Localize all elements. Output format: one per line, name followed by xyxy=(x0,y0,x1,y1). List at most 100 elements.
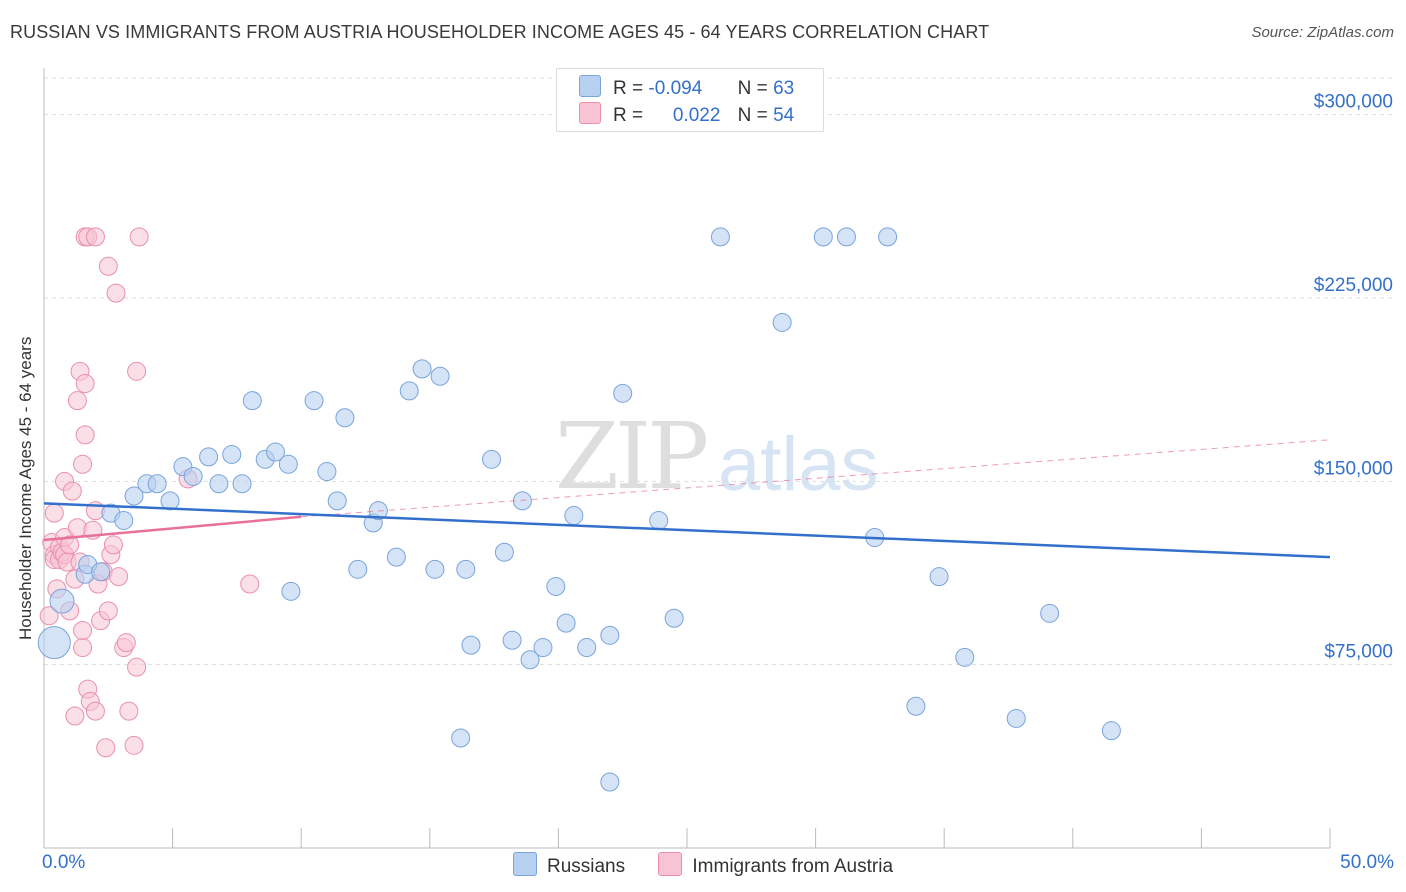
point-austria xyxy=(73,620,93,640)
point-russians xyxy=(836,227,856,247)
legend-swatch-russians xyxy=(512,852,537,876)
trend-austria-extended xyxy=(301,439,1331,518)
point-austria xyxy=(65,706,85,726)
point-russians xyxy=(160,491,180,511)
point-russians xyxy=(412,359,432,379)
y-tick-label: $150,000 xyxy=(1314,458,1393,479)
legend-swatch-austria xyxy=(658,852,683,876)
r-value: 0.022 xyxy=(672,105,721,126)
point-russians xyxy=(278,454,298,474)
point-russians xyxy=(556,613,576,633)
point-russians xyxy=(49,588,75,614)
point-austria xyxy=(127,657,147,677)
point-russians xyxy=(335,408,355,428)
point-russians xyxy=(348,559,368,579)
point-austria xyxy=(75,425,95,445)
point-austria xyxy=(60,535,80,555)
point-austria xyxy=(240,574,260,594)
point-austria xyxy=(62,481,82,501)
point-russians xyxy=(317,462,337,482)
x-tick-label-min: 0.0% xyxy=(42,852,86,873)
point-austria xyxy=(119,701,139,721)
point-austria xyxy=(75,374,95,394)
point-russians xyxy=(649,510,669,530)
r-label: R = xyxy=(613,78,644,99)
point-austria xyxy=(67,391,87,411)
legend: Russians Immigrants from Austria xyxy=(0,852,1406,878)
point-austria xyxy=(124,735,144,755)
point-russians xyxy=(147,474,167,494)
chart-title: RUSSIAN VS IMMIGRANTS FROM AUSTRIA HOUSE… xyxy=(10,22,990,42)
point-russians xyxy=(613,383,633,403)
point-austria xyxy=(109,567,129,587)
point-austria xyxy=(103,535,123,555)
point-austria xyxy=(98,256,118,276)
point-austria xyxy=(85,227,105,247)
point-russians xyxy=(399,381,419,401)
point-russians xyxy=(461,635,481,655)
point-russians xyxy=(906,696,926,716)
point-russians xyxy=(451,728,471,748)
point-russians xyxy=(533,638,553,658)
point-russians xyxy=(209,474,229,494)
point-russians xyxy=(304,391,324,411)
stats-box: R = -0.094 N = 63 R = 0.022 N = 54 xyxy=(556,68,824,132)
point-austria xyxy=(73,638,93,658)
point-russians xyxy=(456,559,476,579)
point-austria xyxy=(39,606,59,626)
point-austria xyxy=(129,227,149,247)
point-russians xyxy=(265,442,285,462)
point-russians xyxy=(1006,708,1026,728)
point-russians xyxy=(600,625,620,645)
watermark-atlas: atlas xyxy=(718,422,879,507)
point-russians xyxy=(124,486,144,506)
trend-austria xyxy=(43,515,302,542)
point-russians xyxy=(222,444,242,464)
point-russians xyxy=(546,576,566,596)
point-russians xyxy=(494,542,514,562)
russians-swatch xyxy=(579,75,601,97)
point-russians xyxy=(199,447,219,467)
n-label: N = xyxy=(737,105,768,126)
y-tick-label: $75,000 xyxy=(1324,642,1393,663)
point-austria xyxy=(96,738,116,758)
r-label: R = xyxy=(613,105,644,126)
point-russians xyxy=(91,562,111,582)
point-russians xyxy=(183,466,203,486)
point-austria xyxy=(85,701,105,721)
y-tick-label: $300,000 xyxy=(1314,92,1393,113)
point-russians xyxy=(425,559,445,579)
n-label: N = xyxy=(737,78,768,99)
point-austria xyxy=(106,283,126,303)
point-austria xyxy=(116,633,136,653)
stats-row-russians: R = -0.094 N = 63 xyxy=(579,75,794,101)
point-russians xyxy=(502,630,522,650)
legend-item-russians[interactable]: Russians xyxy=(512,852,626,878)
point-russians xyxy=(664,608,684,628)
point-austria xyxy=(44,503,64,523)
point-russians xyxy=(564,506,584,526)
stats-row-austria: R = 0.022 N = 54 xyxy=(579,102,794,128)
point-russians xyxy=(520,650,540,670)
point-russians xyxy=(577,638,597,658)
trend-russians xyxy=(43,502,1331,559)
austria-swatch xyxy=(579,102,601,124)
point-russians xyxy=(232,474,252,494)
legend-label-russians: Russians xyxy=(546,856,626,877)
watermark-zip: ZIP xyxy=(555,403,706,510)
legend-item-austria[interactable]: Immigrants from Austria xyxy=(658,852,893,878)
point-russians xyxy=(1040,603,1060,623)
point-russians xyxy=(955,647,975,667)
point-russians xyxy=(37,626,71,660)
y-axis-label: Householder Income Ages 45 - 64 years xyxy=(16,336,35,640)
source-label: Source: ZipAtlas.com xyxy=(1251,24,1394,41)
point-russians xyxy=(929,567,949,587)
n-value: 54 xyxy=(773,105,795,126)
x-tick-label-max: 50.0% xyxy=(1340,852,1394,873)
r-value: -0.094 xyxy=(648,78,703,99)
n-value: 63 xyxy=(773,78,795,99)
point-russians xyxy=(512,491,532,511)
point-russians xyxy=(327,491,347,511)
point-russians xyxy=(386,547,406,567)
